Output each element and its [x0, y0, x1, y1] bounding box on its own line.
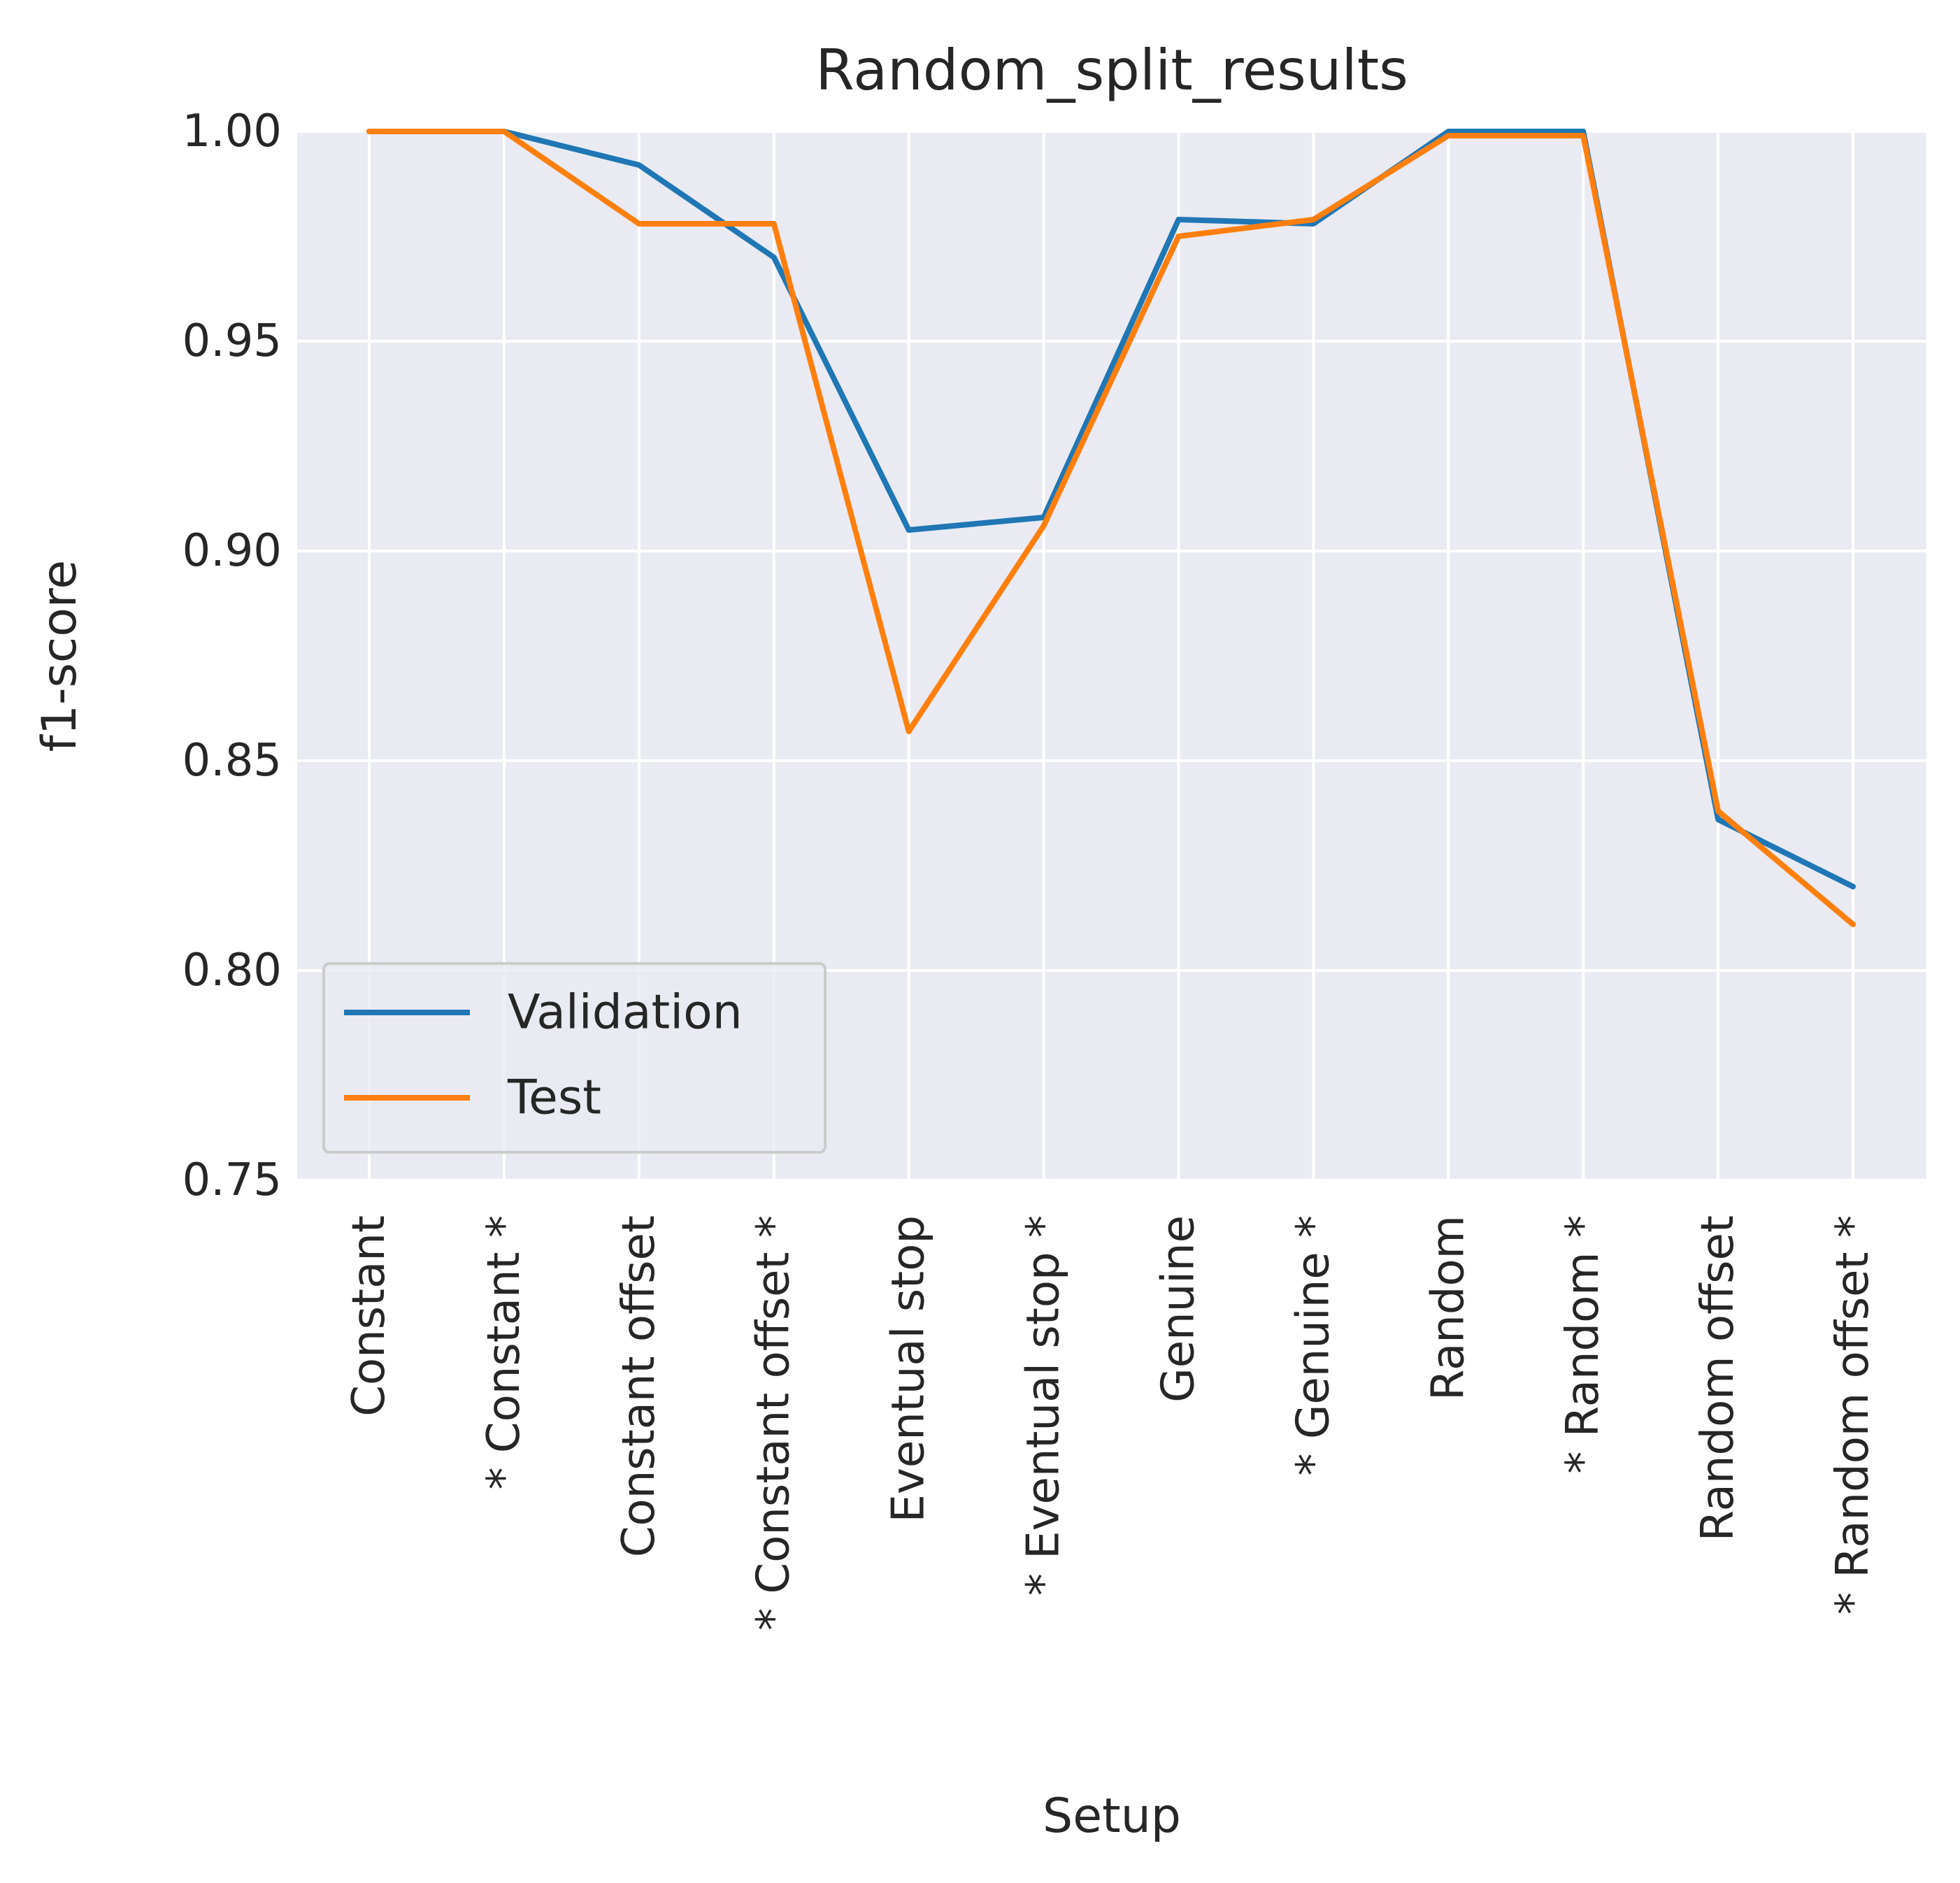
data-point-validation: [1717, 818, 1720, 821]
data-point-test: [1177, 235, 1180, 238]
legend: Validation Test: [322, 962, 827, 1154]
data-point-test: [772, 222, 775, 225]
data-point-test: [1717, 810, 1720, 812]
data-point-test: [1582, 134, 1585, 137]
data-point-test: [1852, 923, 1854, 926]
x-tick-label: Random: [1422, 1215, 1474, 1401]
x-tick-label: * Eventual stop *: [1018, 1215, 1070, 1596]
data-point-test: [502, 130, 506, 133]
data-point-validation: [1582, 130, 1585, 133]
x-tick-label: Constant: [343, 1215, 395, 1417]
data-point-test: [637, 222, 641, 225]
y-axis-title: f1-score: [32, 560, 87, 752]
data-point-validation: [1177, 218, 1180, 221]
x-tick-labels: Constant * Constant * Constant offset * Con…: [343, 1215, 1879, 1631]
y-tick-label: 0.80: [183, 945, 282, 996]
data-point-test: [1042, 524, 1045, 527]
series-layer: [366, 129, 1856, 927]
x-tick-label: * Random offset *: [1827, 1215, 1879, 1614]
y-tick-label: 0.75: [183, 1154, 282, 1206]
y-tick-label: 0.95: [183, 315, 282, 367]
legend-label-test: Test: [507, 1071, 601, 1126]
chart-title: Random_split_results: [815, 38, 1408, 103]
data-point-test: [907, 730, 910, 733]
data-point-validation: [1312, 222, 1315, 225]
data-point-test: [1312, 218, 1315, 221]
y-tick-label: 0.90: [183, 525, 282, 577]
y-tick-label: 1.00: [183, 106, 282, 157]
x-tick-label: * Genuine *: [1287, 1215, 1339, 1475]
series-line-test: [366, 129, 1856, 927]
data-point-validation: [772, 256, 775, 259]
y-tick-labels: 0.75 0.80 0.85 0.90 0.95 1.00: [183, 106, 282, 1206]
data-point-test: [368, 130, 371, 133]
x-tick-label: * Constant offset *: [748, 1215, 800, 1631]
x-tick-label: * Constant *: [478, 1215, 530, 1489]
x-tick-label: Constant offset: [613, 1215, 665, 1557]
data-point-validation: [1852, 885, 1854, 888]
x-axis-title: Setup: [1043, 1789, 1181, 1844]
x-tick-label: Random offset: [1692, 1215, 1744, 1541]
x-tick-label: * Random *: [1557, 1215, 1609, 1474]
legend-label-validation: Validation: [508, 985, 743, 1040]
x-tick-label: Genuine: [1152, 1215, 1204, 1403]
data-point-test: [1447, 134, 1450, 137]
data-point-validation: [637, 164, 641, 166]
data-point-validation: [907, 529, 910, 531]
data-point-validation: [1447, 130, 1450, 133]
y-tick-label: 0.85: [183, 735, 282, 787]
x-tick-label: Eventual stop: [883, 1215, 935, 1522]
